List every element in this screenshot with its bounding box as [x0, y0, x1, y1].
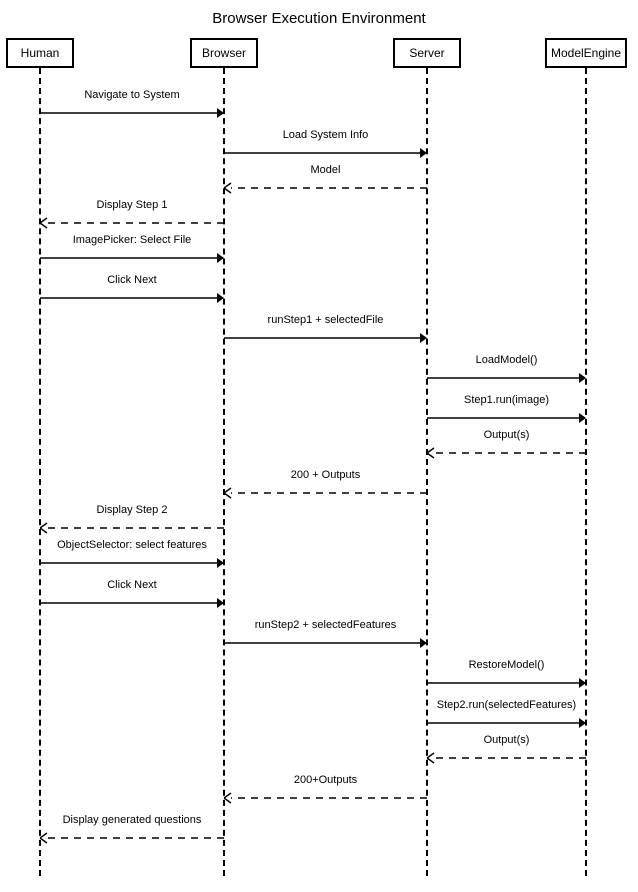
- message-3: Display Step 1: [40, 213, 224, 233]
- message-11: Display Step 2: [40, 518, 224, 538]
- message-10: 200 + Outputs: [224, 483, 427, 503]
- message-12: ObjectSelector: select features: [40, 553, 224, 573]
- message-5: Click Next: [40, 288, 224, 308]
- message-label: 200+Outputs: [224, 774, 427, 786]
- message-label: Load System Info: [224, 129, 427, 141]
- message-7: LoadModel(): [427, 368, 586, 388]
- message-label: ObjectSelector: select features: [40, 539, 224, 551]
- message-label: ImagePicker: Select File: [40, 234, 224, 246]
- message-label: Display Step 2: [40, 504, 224, 516]
- message-label: RestoreModel(): [427, 659, 586, 671]
- message-16: Step2.run(selectedFeatures): [427, 713, 586, 733]
- diagram-title: Browser Execution Environment: [0, 10, 638, 27]
- actor-engine: ModelEngine: [545, 38, 627, 68]
- message-9: Output(s): [427, 443, 586, 463]
- message-label: Output(s): [427, 734, 586, 746]
- message-label: runStep1 + selectedFile: [224, 314, 427, 326]
- message-8: Step1.run(image): [427, 408, 586, 428]
- message-label: Model: [224, 164, 427, 176]
- lifeline-human: [39, 68, 41, 876]
- message-1: Load System Info: [224, 143, 427, 163]
- message-4: ImagePicker: Select File: [40, 248, 224, 268]
- message-label: Step2.run(selectedFeatures): [427, 699, 586, 711]
- message-label: Output(s): [427, 429, 586, 441]
- message-label: Step1.run(image): [427, 394, 586, 406]
- message-label: 200 + Outputs: [224, 469, 427, 481]
- message-2: Model: [224, 178, 427, 198]
- message-label: Click Next: [40, 579, 224, 591]
- message-0: Navigate to System: [40, 103, 224, 123]
- message-label: Display Step 1: [40, 199, 224, 211]
- sequence-diagram: Browser Execution Environment Human Brows…: [0, 0, 638, 892]
- message-label: Click Next: [40, 274, 224, 286]
- actor-browser: Browser: [190, 38, 258, 68]
- message-13: Click Next: [40, 593, 224, 613]
- message-18: 200+Outputs: [224, 788, 427, 808]
- message-15: RestoreModel(): [427, 673, 586, 693]
- message-17: Output(s): [427, 748, 586, 768]
- actor-human: Human: [6, 38, 74, 68]
- message-label: Display generated questions: [40, 814, 224, 826]
- message-6: runStep1 + selectedFile: [224, 328, 427, 348]
- message-14: runStep2 + selectedFeatures: [224, 633, 427, 653]
- message-label: LoadModel(): [427, 354, 586, 366]
- message-19: Display generated questions: [40, 828, 224, 848]
- actor-server: Server: [393, 38, 461, 68]
- message-label: runStep2 + selectedFeatures: [224, 619, 427, 631]
- message-label: Navigate to System: [40, 89, 224, 101]
